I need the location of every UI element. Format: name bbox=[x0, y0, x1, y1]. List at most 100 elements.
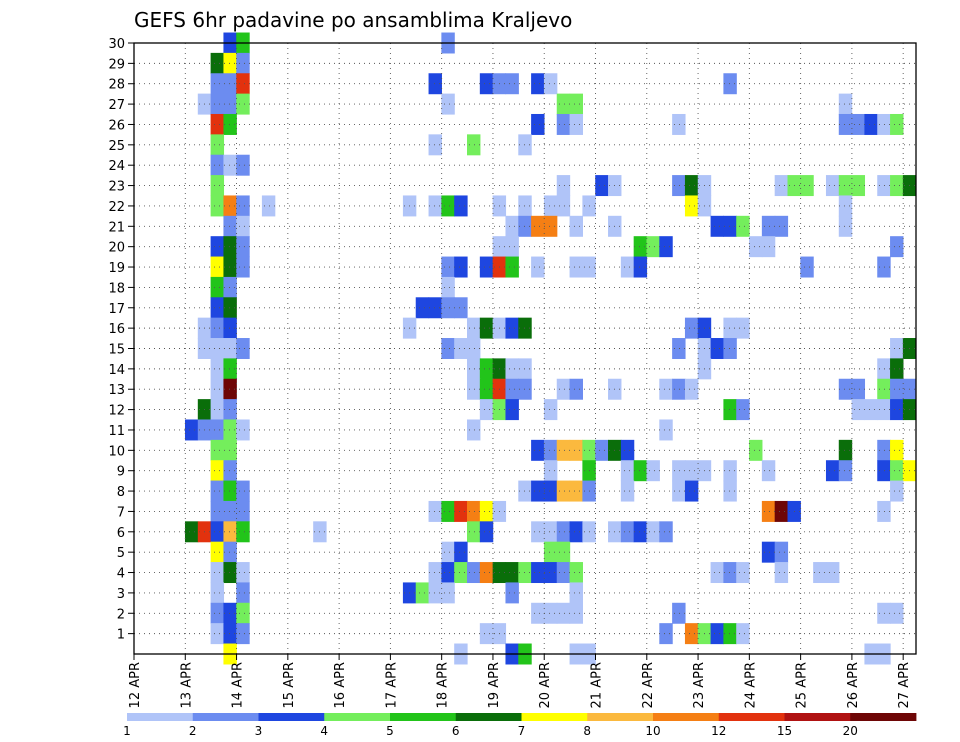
heatmap-cell bbox=[479, 256, 494, 278]
x-tick-label: 19 APR bbox=[487, 662, 502, 708]
y-tick-label: 30 bbox=[108, 37, 125, 52]
y-tick-label: 6 bbox=[117, 526, 125, 541]
heatmap-cell bbox=[236, 582, 250, 604]
heatmap-cell bbox=[441, 582, 455, 604]
heatmap-cell bbox=[223, 439, 237, 461]
heatmap-cell bbox=[223, 317, 237, 339]
colorbar-label: 15 bbox=[777, 724, 792, 738]
heatmap-cell bbox=[454, 500, 468, 522]
heatmap-cell bbox=[774, 500, 789, 522]
heatmap-cell bbox=[556, 175, 571, 197]
heatmap-cell bbox=[223, 521, 237, 543]
heatmap-cell bbox=[428, 73, 442, 95]
y-tick-label: 23 bbox=[108, 180, 125, 195]
heatmap-cell bbox=[467, 358, 481, 380]
heatmap-cell bbox=[531, 562, 545, 584]
heatmap-cell bbox=[467, 500, 481, 522]
heatmap-cell bbox=[838, 439, 853, 461]
heatmap-cell bbox=[851, 113, 866, 135]
heatmap-cell bbox=[505, 399, 519, 421]
heatmap-cell bbox=[723, 623, 737, 645]
heatmap-cell bbox=[723, 73, 737, 95]
heatmap-cell bbox=[210, 439, 225, 461]
heatmap-cell bbox=[595, 439, 609, 461]
heatmap-cell bbox=[210, 154, 225, 176]
heatmap-cell bbox=[505, 582, 519, 604]
heatmap-cell bbox=[890, 439, 904, 461]
heatmap-cell bbox=[569, 215, 583, 237]
heatmap-cell bbox=[569, 93, 583, 115]
heatmap-cell bbox=[633, 460, 648, 482]
heatmap-cell bbox=[467, 419, 481, 441]
heatmap-cell bbox=[723, 460, 737, 482]
heatmap-cell bbox=[210, 582, 225, 604]
heatmap-cell bbox=[236, 195, 250, 217]
heatmap-cell bbox=[236, 215, 250, 237]
heatmap-cell bbox=[531, 113, 545, 135]
heatmap-cell bbox=[890, 378, 904, 400]
heatmap-cell bbox=[210, 236, 225, 258]
heatmap-cell bbox=[569, 602, 583, 624]
heatmap-cell bbox=[825, 562, 840, 584]
heatmap-cell bbox=[684, 460, 699, 482]
heatmap-cell bbox=[223, 358, 237, 380]
heatmap-cell bbox=[620, 460, 635, 482]
heatmap-cell bbox=[723, 562, 737, 584]
heatmap-cell bbox=[543, 215, 558, 237]
heatmap-cell bbox=[223, 480, 237, 502]
heatmap-cell bbox=[838, 93, 853, 115]
colorbar-label: 4 bbox=[320, 724, 328, 738]
x-tick-label: 15 APR bbox=[282, 662, 297, 708]
heatmap-cell bbox=[223, 623, 237, 645]
heatmap-cell bbox=[543, 460, 558, 482]
heatmap-cell bbox=[236, 338, 250, 359]
heatmap-cell bbox=[851, 399, 866, 421]
heatmap-cell bbox=[467, 562, 481, 584]
y-tick-label: 28 bbox=[108, 78, 125, 93]
heatmap-cell bbox=[236, 602, 250, 624]
y-tick-label: 17 bbox=[108, 302, 125, 317]
heatmap-cell bbox=[890, 175, 904, 197]
heatmap-cell bbox=[890, 480, 904, 502]
heatmap-cell bbox=[659, 419, 673, 441]
heatmap-cell bbox=[684, 480, 699, 502]
heatmap-cell bbox=[210, 358, 225, 380]
heatmap-cell bbox=[479, 399, 494, 421]
colorbar-swatch bbox=[127, 713, 194, 721]
heatmap-cell bbox=[774, 562, 789, 584]
colorbar-swatch bbox=[192, 713, 259, 721]
heatmap-cell bbox=[672, 175, 686, 197]
heatmap-cell bbox=[684, 317, 699, 339]
heatmap-cell bbox=[223, 541, 237, 563]
heatmap-cell bbox=[890, 113, 904, 135]
heatmap-cell bbox=[620, 521, 635, 543]
heatmap-cell bbox=[479, 562, 494, 584]
heatmap-cell bbox=[890, 358, 904, 380]
heatmap-cell bbox=[723, 399, 737, 421]
heatmap-cell bbox=[851, 378, 866, 400]
heatmap-cell bbox=[531, 521, 545, 543]
heatmap-cell bbox=[543, 602, 558, 624]
heatmap-cell bbox=[877, 460, 891, 482]
y-tick-label: 25 bbox=[108, 139, 125, 154]
heatmap-cell bbox=[672, 378, 686, 400]
heatmap-cell bbox=[543, 541, 558, 563]
x-tick-label: 23 APR bbox=[692, 662, 707, 708]
y-tick-label: 29 bbox=[108, 57, 125, 72]
heatmap-cell bbox=[620, 256, 635, 278]
heatmap-cell bbox=[505, 317, 519, 339]
heatmap-cell bbox=[223, 399, 237, 421]
heatmap-cell bbox=[723, 338, 737, 359]
colorbar-swatch bbox=[587, 713, 654, 721]
colorbar-swatch bbox=[521, 713, 588, 721]
y-tick-label: 11 bbox=[108, 424, 125, 439]
heatmap-cell bbox=[838, 195, 853, 217]
y-tick-label: 24 bbox=[108, 159, 125, 174]
heatmap-cell bbox=[569, 256, 583, 278]
y-tick-label: 22 bbox=[108, 200, 125, 215]
y-tick-label: 21 bbox=[108, 220, 125, 235]
heatmap-cell bbox=[210, 93, 225, 115]
heatmap-cell bbox=[210, 500, 225, 522]
heatmap-cell bbox=[761, 236, 776, 258]
heatmap-cell bbox=[236, 419, 250, 441]
